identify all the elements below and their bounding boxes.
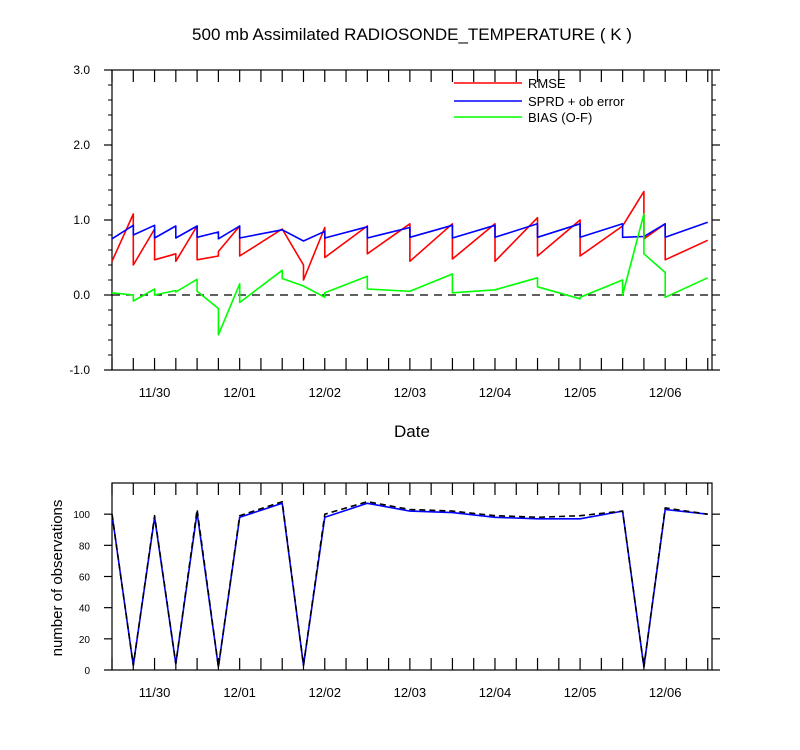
bottom-x-tick-label: 12/06 (649, 685, 682, 700)
top-y-tick-label: 2.0 (73, 138, 90, 152)
bottom-x-tick-label: 12/02 (308, 685, 341, 700)
top-x-axis-label: Date (394, 422, 430, 441)
top-y-tick-label: 0.0 (73, 288, 90, 302)
top-series-rmse (111, 190, 709, 281)
bottom-x-tick-label: 12/05 (564, 685, 597, 700)
bottom-x-tick-label: 12/03 (394, 685, 427, 700)
bottom-series-obs-count (111, 502, 708, 668)
legend-sprd-label: SPRD + ob error (528, 94, 625, 109)
bottom-chart-panel: 0 20 40 60 80 100 11/30 12/01 12/02 12/03 12/04 12/… (49, 482, 720, 700)
bottom-x-tick-label: 12/04 (479, 685, 512, 700)
bottom-y-tick-label: 60 (79, 573, 91, 584)
bottom-y-tick-label: 100 (73, 510, 90, 521)
top-x-tick-label: 12/02 (308, 385, 341, 400)
bottom-y-tick-label: 40 (79, 604, 91, 615)
legend-bias-label: BIAS (O-F) (528, 110, 592, 125)
top-plot-frame (111, 69, 713, 371)
top-series-sprd-ob-error (111, 221, 708, 242)
bottom-x-tick-label: 11/30 (139, 685, 171, 700)
top-y-tick-label: 3.0 (73, 63, 90, 77)
top-x-tick-label: 11/30 (139, 385, 171, 400)
bottom-y-tick-label: 0 (84, 666, 90, 677)
bottom-series-obs-count-dashed (111, 500, 708, 668)
legend: RMSE SPRD + ob error BIAS (O-F) (454, 76, 625, 125)
bottom-x-tick-label: 12/01 (223, 685, 256, 700)
top-x-tick-label: 12/05 (564, 385, 597, 400)
top-chart-title: 500 mb Assimilated RADIOSONDE_TEMPERATUR… (192, 25, 632, 44)
top-x-tick-label: 12/01 (223, 385, 256, 400)
top-x-tick-label: 12/03 (394, 385, 427, 400)
top-chart-panel: -1.0 0.0 1.0 2.0 3.0 11/30 12/01 12/02 12/03 12/0… (69, 63, 720, 441)
bottom-y-tick-label: 20 (79, 635, 91, 646)
top-y-tick-label: -1.0 (69, 363, 90, 377)
bottom-y-axis-label: number of observations (49, 500, 66, 657)
bottom-y-tick-label: 80 (79, 541, 91, 552)
top-y-tick-label: 1.0 (73, 213, 90, 227)
top-x-tick-label: 12/06 (649, 385, 682, 400)
top-x-tick-label: 12/04 (479, 385, 512, 400)
top-series-bias-o-f (111, 213, 709, 336)
legend-rmse-label: RMSE (528, 76, 566, 91)
